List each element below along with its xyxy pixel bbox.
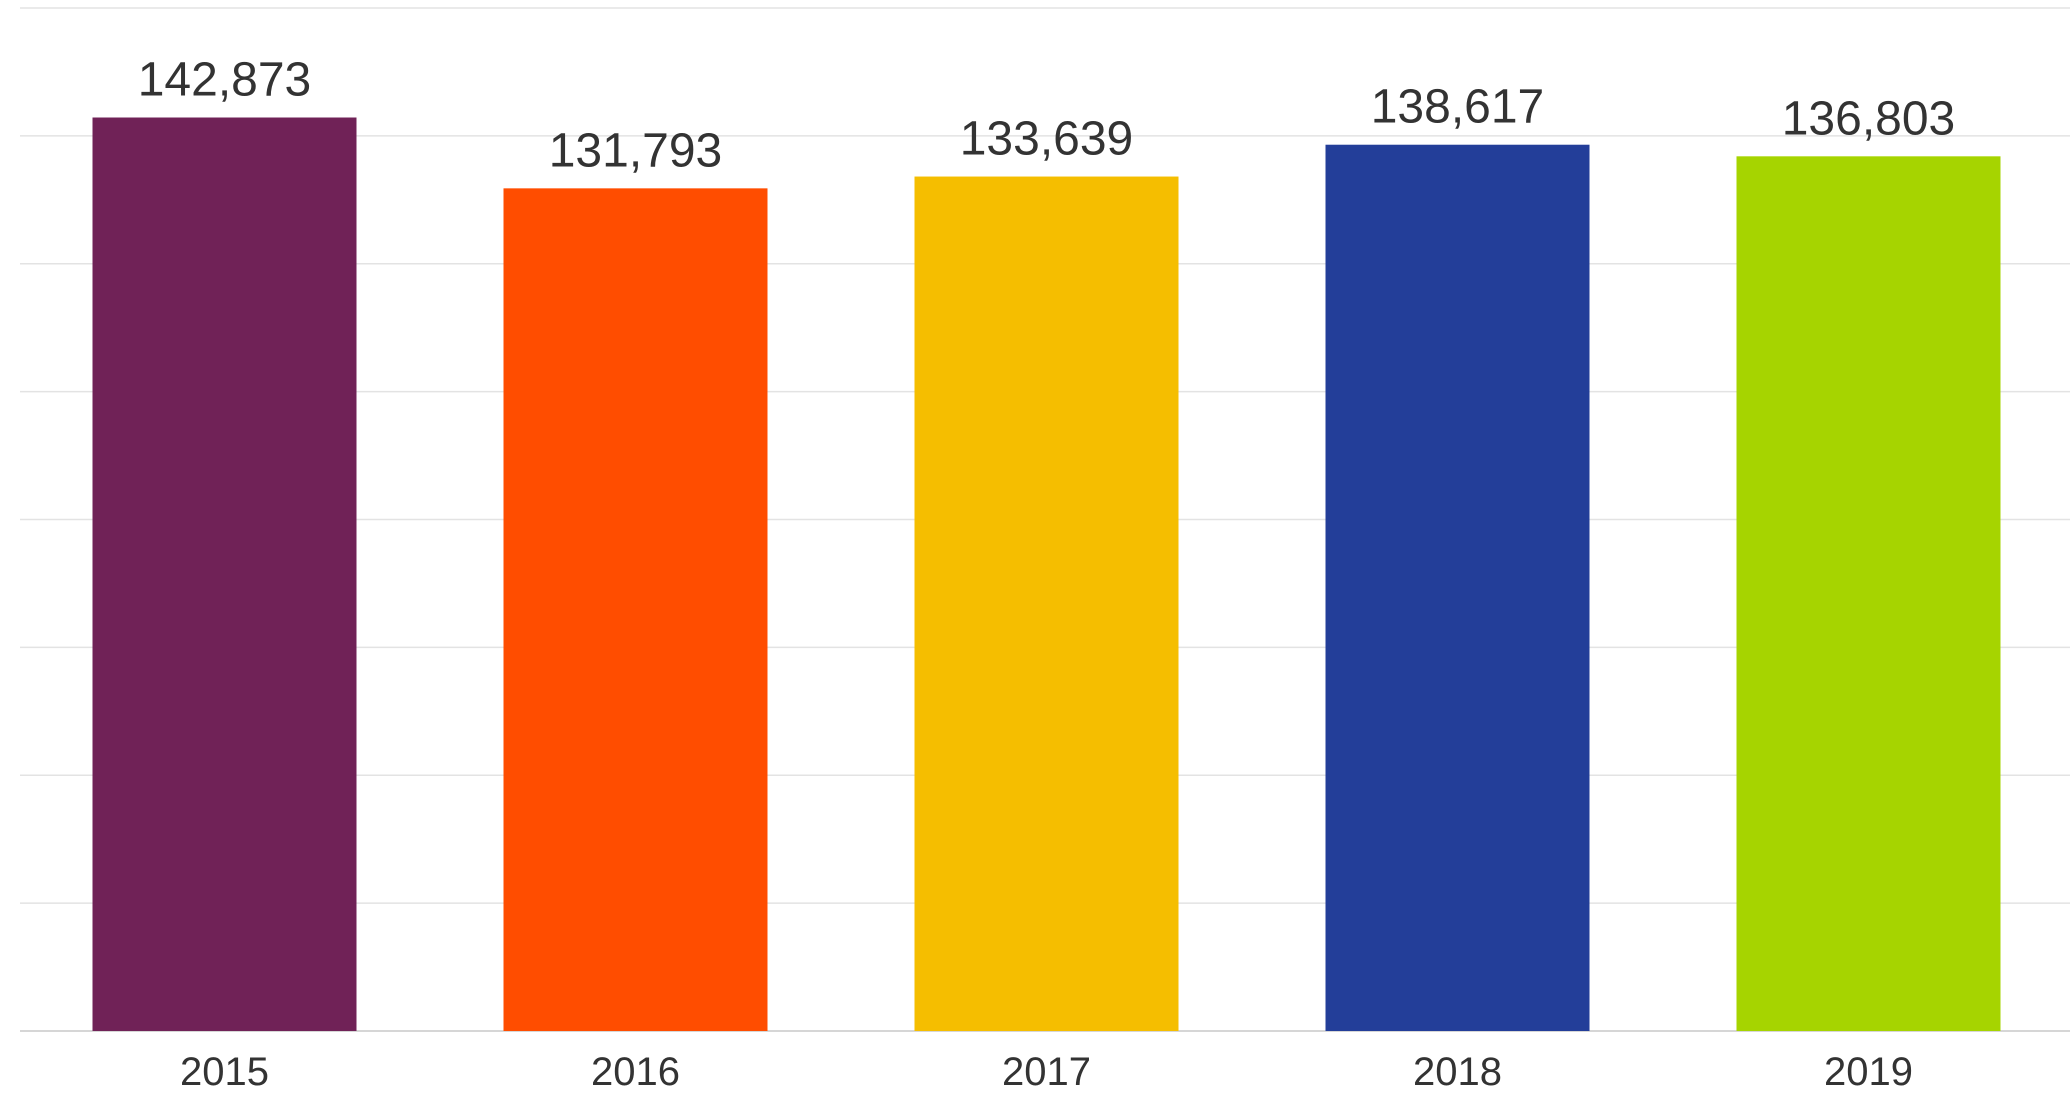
bar-2019: [1736, 156, 2001, 1032]
data-label-2015: 142,873: [138, 54, 312, 107]
data-label-2017: 133,639: [960, 113, 1134, 166]
data-label-2019: 136,803: [1782, 92, 1956, 145]
data-labels: 142,873 131,793 133,639 138,617 136,803: [138, 54, 1956, 178]
x-tick-label-2015: 2015: [180, 1050, 269, 1094]
x-tick-label-2019: 2019: [1824, 1050, 1913, 1094]
bars: [92, 117, 2001, 1032]
x-tick-label-2017: 2017: [1002, 1050, 1091, 1094]
data-label-2016: 131,793: [549, 124, 723, 177]
bar-2015: [92, 117, 357, 1032]
x-tick-label-2018: 2018: [1413, 1050, 1502, 1094]
bar-2016: [503, 188, 768, 1031]
bar-2017: [914, 176, 1179, 1031]
x-tick-label-2016: 2016: [591, 1050, 680, 1094]
x-axis-tick-labels: 2015 2016 2017 2018 2019: [180, 1050, 1913, 1094]
data-label-2018: 138,617: [1371, 81, 1545, 134]
bar-2018: [1325, 144, 1590, 1032]
